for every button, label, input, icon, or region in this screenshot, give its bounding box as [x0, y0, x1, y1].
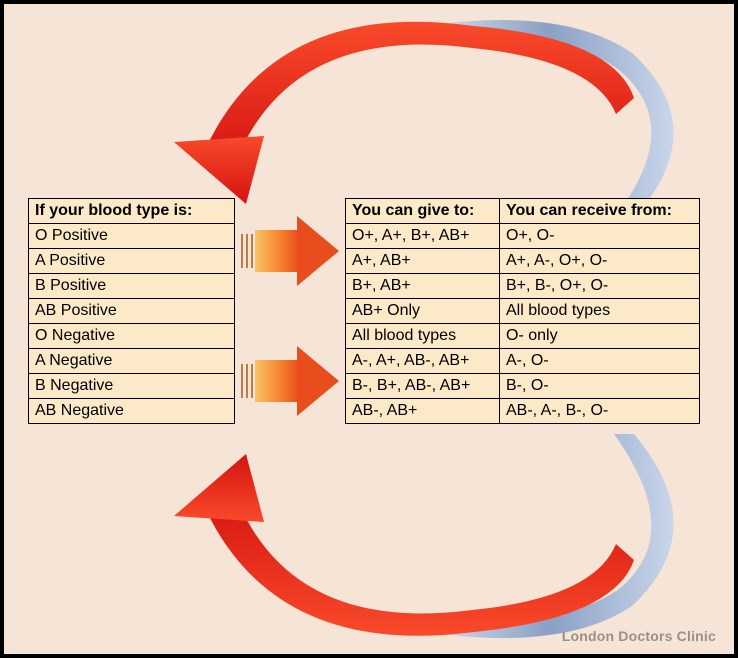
- compatibility-table: You can give to: You can receive from: O…: [345, 198, 700, 424]
- table-row: B+, B-, O+, O-: [500, 274, 700, 299]
- right-col-receive: You can receive from:: [500, 199, 700, 224]
- give-arrow-top: [241, 216, 339, 286]
- table-row: A-, A+, AB-, AB+: [346, 349, 500, 374]
- arrow-gap: [235, 198, 345, 441]
- table-row: AB-, A-, B-, O-: [500, 399, 700, 424]
- table-row: O- only: [500, 324, 700, 349]
- table-row: O Negative: [29, 324, 235, 349]
- table-row: O+, O-: [500, 224, 700, 249]
- table-row: O+, A+, B+, AB+: [346, 224, 500, 249]
- curved-arrow-top: [74, 18, 714, 218]
- table-row: All blood types: [500, 299, 700, 324]
- table-row: B Positive: [29, 274, 235, 299]
- table-row: B+, AB+: [346, 274, 500, 299]
- infographic-frame: If your blood type is: O PositiveA Posit…: [0, 0, 738, 658]
- table-row: All blood types: [346, 324, 500, 349]
- table-row: AB Positive: [29, 299, 235, 324]
- table-row: A+, A-, O+, O-: [500, 249, 700, 274]
- table-row: A Negative: [29, 349, 235, 374]
- table-row: AB+ Only: [346, 299, 500, 324]
- table-row: AB Negative: [29, 399, 235, 424]
- table-row: A Positive: [29, 249, 235, 274]
- credit-text: London Doctors Clinic: [562, 628, 716, 644]
- blood-type-table: If your blood type is: O PositiveA Posit…: [28, 198, 235, 424]
- left-table-header: If your blood type is:: [29, 199, 235, 224]
- table-row: B Negative: [29, 374, 235, 399]
- right-col-give: You can give to:: [346, 199, 500, 224]
- table-row: A-, O-: [500, 349, 700, 374]
- tables-area: If your blood type is: O PositiveA Posit…: [28, 198, 710, 441]
- table-row: A+, AB+: [346, 249, 500, 274]
- table-row: B-, B+, AB-, AB+: [346, 374, 500, 399]
- give-arrow-bottom: [241, 346, 339, 416]
- table-row: O Positive: [29, 224, 235, 249]
- curved-arrow-bottom: [74, 434, 714, 644]
- table-row: B-, O-: [500, 374, 700, 399]
- table-row: AB-, AB+: [346, 399, 500, 424]
